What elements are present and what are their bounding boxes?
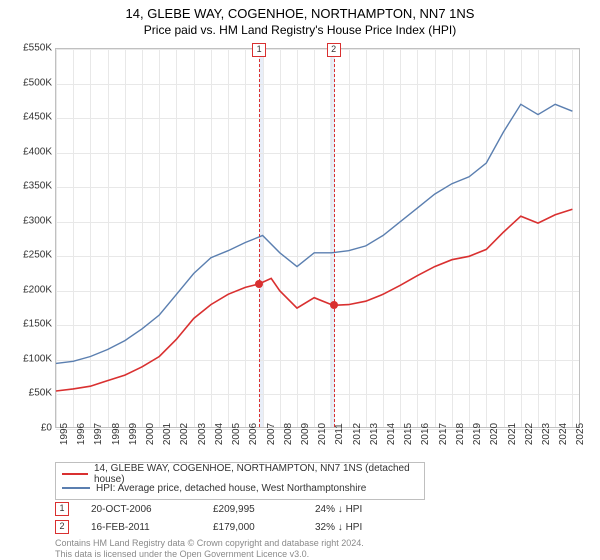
y-axis-tick: £100K [4,353,52,364]
y-axis-tick: £400K [4,146,52,157]
x-axis-tick: 2018 [455,423,466,445]
y-axis-tick: £0 [4,423,52,434]
x-axis-tick: 2008 [283,423,294,445]
x-axis-tick: 2012 [352,423,363,445]
y-axis-tick: £50K [4,388,52,399]
x-axis-tick: 1997 [93,423,104,445]
y-axis-tick: £200K [4,284,52,295]
x-axis-tick: 1996 [76,423,87,445]
event-dashed-line [334,49,335,427]
x-axis-tick: 1999 [128,423,139,445]
footer-attribution: Contains HM Land Registry data © Crown c… [55,538,364,560]
y-axis-tick: £550K [4,43,52,54]
x-axis-tick: 2010 [317,423,328,445]
chart-svg [56,49,579,427]
annotation-table: 1 20-OCT-2006 £209,995 24% ↓ HPI 2 16-FE… [55,500,580,536]
x-axis-tick: 2021 [507,423,518,445]
chart-plot-area: 12 [55,48,580,428]
annotation-delta: 24% ↓ HPI [315,504,405,515]
x-axis-tick: 2006 [248,423,259,445]
y-axis-tick: £500K [4,77,52,88]
y-axis-tick: £250K [4,250,52,261]
annotation-row: 2 16-FEB-2011 £179,000 32% ↓ HPI [55,518,580,536]
annotation-price: £179,000 [213,522,293,533]
legend-label: HPI: Average price, detached house, West… [96,483,366,494]
x-axis-tick: 2000 [145,423,156,445]
y-axis-tick: £350K [4,181,52,192]
x-axis-tick: 2004 [214,423,225,445]
x-axis-tick: 2013 [369,423,380,445]
legend: 14, GLEBE WAY, COGENHOE, NORTHAMPTON, NN… [55,462,425,500]
x-axis-tick: 2007 [266,423,277,445]
x-axis-tick: 2023 [541,423,552,445]
x-axis-tick: 2019 [472,423,483,445]
x-axis-tick: 2025 [575,423,586,445]
x-axis-tick: 2016 [420,423,431,445]
annotation-date: 16-FEB-2011 [91,522,191,533]
chart-title: 14, GLEBE WAY, COGENHOE, NORTHAMPTON, NN… [0,0,600,21]
y-axis-tick: £450K [4,112,52,123]
annotation-delta: 32% ↓ HPI [315,522,405,533]
x-axis-tick: 1998 [111,423,122,445]
chart-series-line [56,104,572,363]
footer-line: This data is licensed under the Open Gov… [55,549,364,560]
chart-subtitle: Price paid vs. HM Land Registry's House … [0,21,600,37]
x-axis-tick: 2020 [489,423,500,445]
x-axis-tick: 2022 [524,423,535,445]
legend-swatch [62,487,90,489]
annotation-date: 20-OCT-2006 [91,504,191,515]
x-axis-tick: 2002 [179,423,190,445]
sale-point-marker [330,301,338,309]
event-dashed-line [259,49,260,427]
x-axis-tick: 2009 [300,423,311,445]
x-axis-tick: 2003 [197,423,208,445]
annotation-row: 1 20-OCT-2006 £209,995 24% ↓ HPI [55,500,580,518]
chart-container: 14, GLEBE WAY, COGENHOE, NORTHAMPTON, NN… [0,0,600,560]
x-axis-tick: 2011 [334,423,345,445]
x-axis-tick: 2005 [231,423,242,445]
x-axis-tick: 2015 [403,423,414,445]
legend-row: HPI: Average price, detached house, West… [62,481,418,495]
annotation-marker-icon: 1 [55,502,69,516]
event-marker-icon: 1 [252,43,266,57]
y-axis-tick: £300K [4,215,52,226]
x-axis-tick: 2001 [162,423,173,445]
chart-series-line [56,209,572,391]
sale-point-marker [255,280,263,288]
y-axis-tick: £150K [4,319,52,330]
x-axis-tick: 2024 [558,423,569,445]
annotation-price: £209,995 [213,504,293,515]
x-axis-tick: 1995 [59,423,70,445]
annotation-marker-icon: 2 [55,520,69,534]
legend-swatch [62,473,88,475]
footer-line: Contains HM Land Registry data © Crown c… [55,538,364,549]
event-marker-icon: 2 [327,43,341,57]
x-axis-tick: 2017 [438,423,449,445]
legend-row: 14, GLEBE WAY, COGENHOE, NORTHAMPTON, NN… [62,467,418,481]
x-axis-tick: 2014 [386,423,397,445]
